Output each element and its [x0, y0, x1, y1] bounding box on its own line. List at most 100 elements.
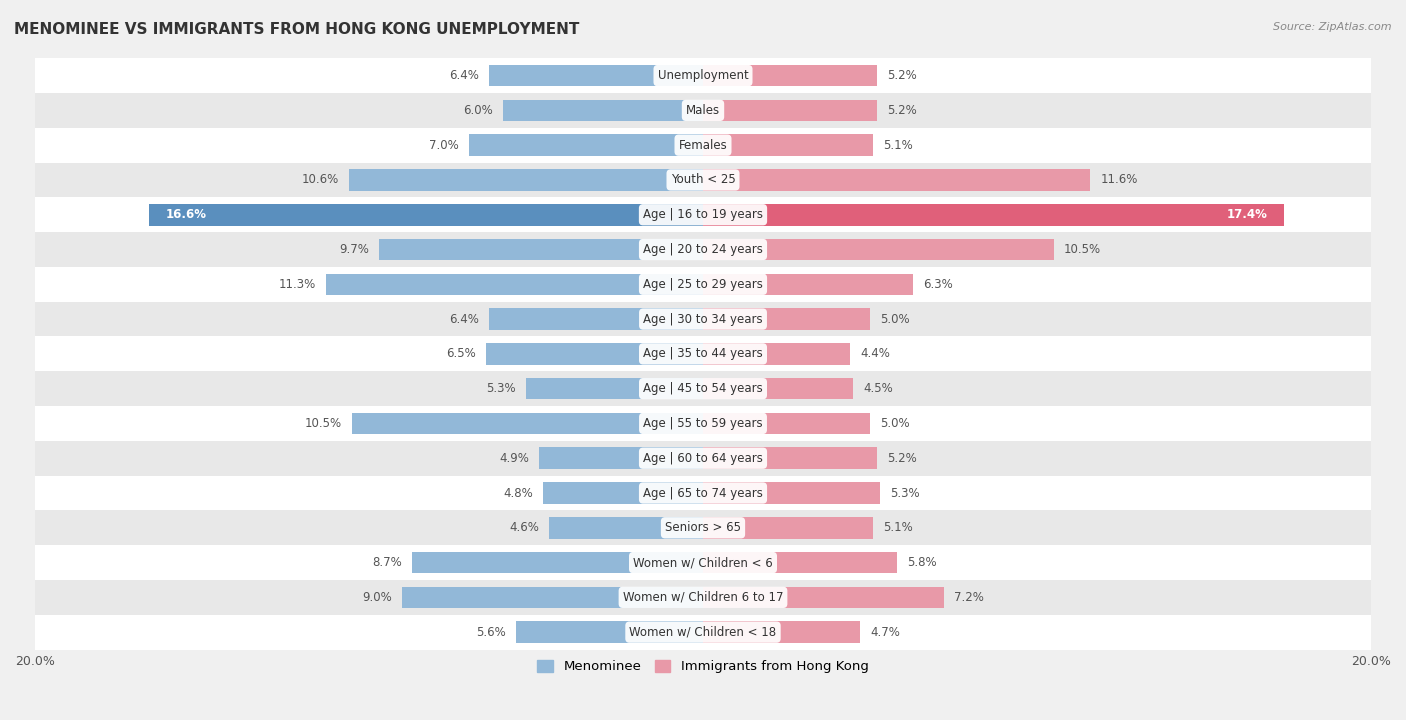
- Text: Women w/ Children < 18: Women w/ Children < 18: [630, 626, 776, 639]
- Text: 6.3%: 6.3%: [924, 278, 953, 291]
- Bar: [35, 476, 1371, 510]
- Bar: [703, 274, 914, 295]
- Text: 5.2%: 5.2%: [887, 104, 917, 117]
- Text: Age | 60 to 64 years: Age | 60 to 64 years: [643, 451, 763, 464]
- Text: 5.3%: 5.3%: [890, 487, 920, 500]
- Bar: [35, 93, 1371, 127]
- Text: 4.9%: 4.9%: [499, 451, 529, 464]
- Text: 10.5%: 10.5%: [305, 417, 342, 430]
- Text: Youth < 25: Youth < 25: [671, 174, 735, 186]
- Bar: [703, 99, 877, 121]
- Bar: [35, 267, 1371, 302]
- Text: Females: Females: [679, 139, 727, 152]
- Bar: [703, 517, 873, 539]
- Bar: [35, 58, 1371, 93]
- Bar: [35, 232, 1371, 267]
- Text: 4.6%: 4.6%: [509, 521, 540, 534]
- Bar: [35, 372, 1371, 406]
- Bar: [35, 336, 1371, 372]
- Bar: [35, 127, 1371, 163]
- Text: 7.0%: 7.0%: [429, 139, 460, 152]
- Bar: [35, 197, 1371, 232]
- Text: Women w/ Children 6 to 17: Women w/ Children 6 to 17: [623, 591, 783, 604]
- Text: Source: ZipAtlas.com: Source: ZipAtlas.com: [1274, 22, 1392, 32]
- Bar: [489, 65, 703, 86]
- Text: Seniors > 65: Seniors > 65: [665, 521, 741, 534]
- Bar: [703, 343, 851, 364]
- Bar: [703, 378, 853, 400]
- Text: 5.1%: 5.1%: [883, 139, 912, 152]
- Text: 4.4%: 4.4%: [860, 347, 890, 361]
- Bar: [703, 447, 877, 469]
- Legend: Menominee, Immigrants from Hong Kong: Menominee, Immigrants from Hong Kong: [531, 654, 875, 678]
- Bar: [703, 169, 1091, 191]
- Text: 5.6%: 5.6%: [477, 626, 506, 639]
- Bar: [703, 204, 1284, 225]
- Text: Age | 20 to 24 years: Age | 20 to 24 years: [643, 243, 763, 256]
- Text: 6.5%: 6.5%: [446, 347, 475, 361]
- Text: 5.8%: 5.8%: [907, 556, 936, 569]
- Bar: [703, 621, 860, 643]
- Bar: [502, 99, 703, 121]
- Text: Age | 55 to 59 years: Age | 55 to 59 years: [643, 417, 763, 430]
- Bar: [35, 615, 1371, 649]
- Bar: [543, 482, 703, 504]
- Text: 5.2%: 5.2%: [887, 451, 917, 464]
- Bar: [703, 587, 943, 608]
- Bar: [526, 378, 703, 400]
- Text: 4.5%: 4.5%: [863, 382, 893, 395]
- Text: Unemployment: Unemployment: [658, 69, 748, 82]
- Text: Age | 30 to 34 years: Age | 30 to 34 years: [643, 312, 763, 325]
- Text: 5.3%: 5.3%: [486, 382, 516, 395]
- Bar: [149, 204, 703, 225]
- Bar: [703, 552, 897, 573]
- Text: 4.7%: 4.7%: [870, 626, 900, 639]
- Text: 8.7%: 8.7%: [373, 556, 402, 569]
- Bar: [35, 302, 1371, 336]
- Text: Age | 65 to 74 years: Age | 65 to 74 years: [643, 487, 763, 500]
- Bar: [326, 274, 703, 295]
- Text: 17.4%: 17.4%: [1226, 208, 1268, 221]
- Text: Males: Males: [686, 104, 720, 117]
- Bar: [486, 343, 703, 364]
- Bar: [703, 65, 877, 86]
- Bar: [516, 621, 703, 643]
- Text: 5.1%: 5.1%: [883, 521, 912, 534]
- Bar: [703, 135, 873, 156]
- Bar: [380, 239, 703, 261]
- Bar: [35, 163, 1371, 197]
- Bar: [412, 552, 703, 573]
- Text: Age | 35 to 44 years: Age | 35 to 44 years: [643, 347, 763, 361]
- Text: 4.8%: 4.8%: [503, 487, 533, 500]
- Text: 16.6%: 16.6%: [166, 208, 207, 221]
- Bar: [550, 517, 703, 539]
- Bar: [703, 482, 880, 504]
- Text: 11.6%: 11.6%: [1101, 174, 1137, 186]
- Bar: [540, 447, 703, 469]
- Bar: [470, 135, 703, 156]
- Text: Age | 45 to 54 years: Age | 45 to 54 years: [643, 382, 763, 395]
- Bar: [349, 169, 703, 191]
- Text: 9.0%: 9.0%: [363, 591, 392, 604]
- Bar: [489, 308, 703, 330]
- Text: Women w/ Children < 6: Women w/ Children < 6: [633, 556, 773, 569]
- Text: MENOMINEE VS IMMIGRANTS FROM HONG KONG UNEMPLOYMENT: MENOMINEE VS IMMIGRANTS FROM HONG KONG U…: [14, 22, 579, 37]
- Bar: [35, 406, 1371, 441]
- Text: 9.7%: 9.7%: [339, 243, 368, 256]
- Bar: [402, 587, 703, 608]
- Text: 10.6%: 10.6%: [302, 174, 339, 186]
- Bar: [703, 308, 870, 330]
- Bar: [35, 580, 1371, 615]
- Text: 6.4%: 6.4%: [450, 69, 479, 82]
- Bar: [35, 441, 1371, 476]
- Bar: [35, 545, 1371, 580]
- Bar: [353, 413, 703, 434]
- Text: 5.0%: 5.0%: [880, 417, 910, 430]
- Text: Age | 16 to 19 years: Age | 16 to 19 years: [643, 208, 763, 221]
- Text: 7.2%: 7.2%: [953, 591, 983, 604]
- Text: 6.0%: 6.0%: [463, 104, 492, 117]
- Bar: [35, 510, 1371, 545]
- Text: 11.3%: 11.3%: [278, 278, 315, 291]
- Bar: [703, 239, 1053, 261]
- Text: 6.4%: 6.4%: [450, 312, 479, 325]
